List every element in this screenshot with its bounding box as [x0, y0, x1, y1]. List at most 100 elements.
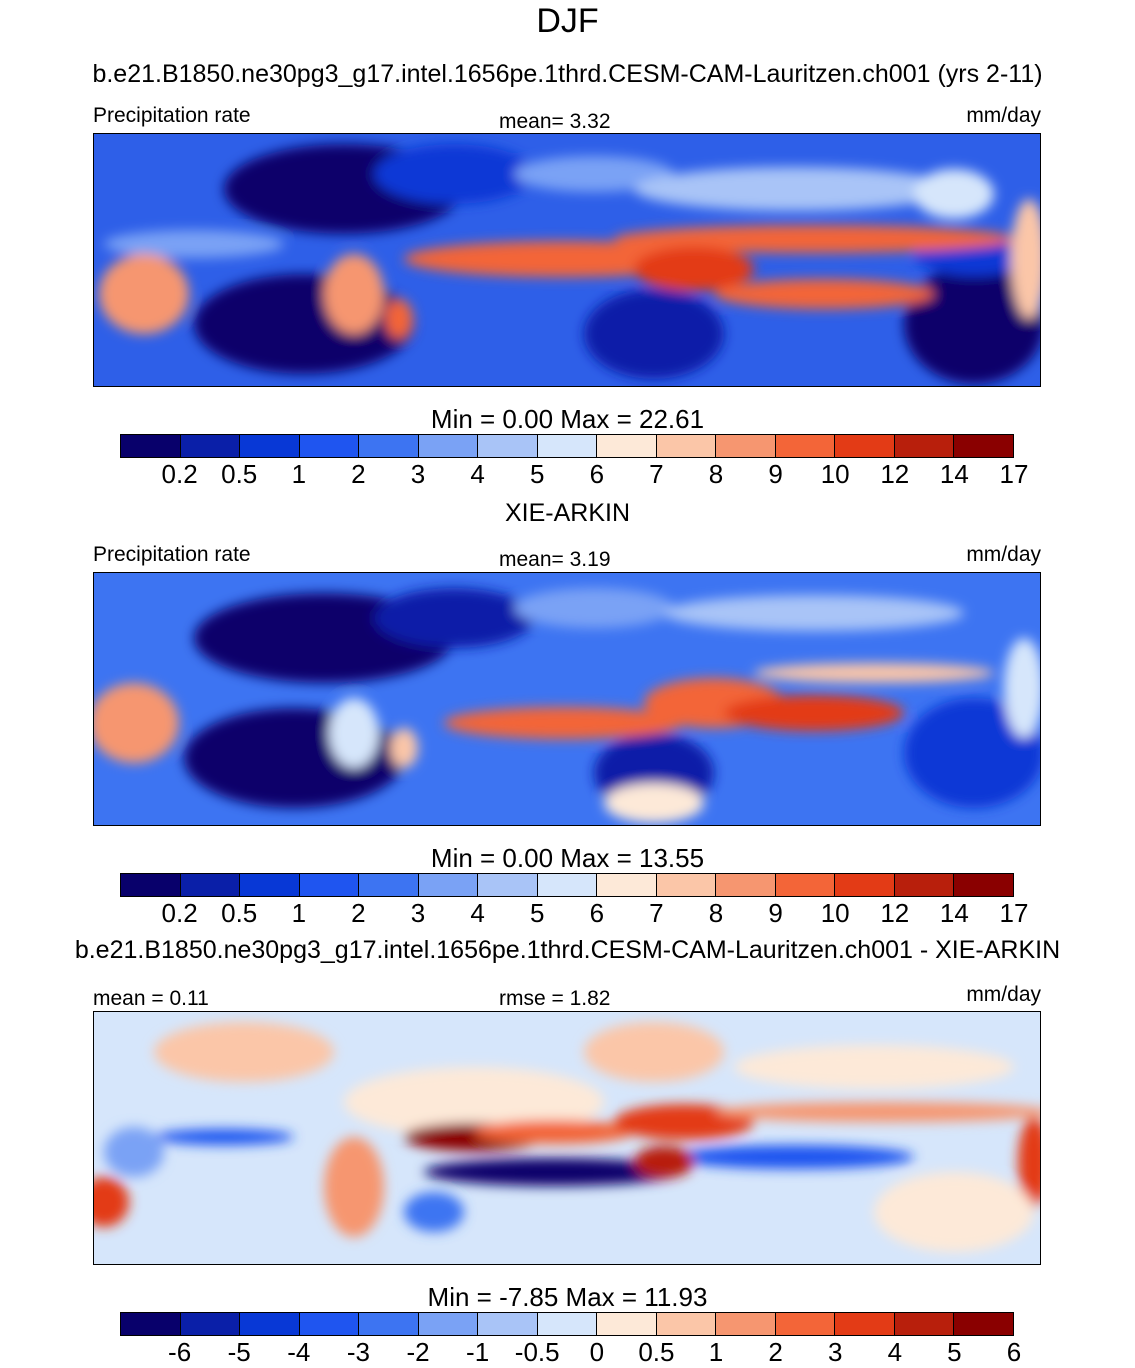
colorbar-swatch — [418, 1313, 479, 1335]
colorbar-tick-label: 1 — [291, 459, 307, 489]
panel-1-heading: b.e21.B1850.ne30pg3_g17.intel.1656pe.1th… — [92, 60, 1043, 88]
colorbar-swatch — [835, 874, 895, 896]
colorbar-swatch — [299, 435, 360, 457]
colorbar-swatch — [240, 435, 300, 457]
colorbar-tick-label: 0.2 — [161, 459, 198, 489]
colorbar-tick-label: 14 — [939, 898, 969, 928]
colorbar-tick-label: 0.5 — [221, 459, 258, 489]
panel-2-center-label: mean= 3.19 — [499, 548, 611, 571]
panel-2-colorbar — [120, 873, 1014, 897]
colorbar-swatch — [894, 1313, 955, 1335]
colorbar-tick-label: 3 — [410, 459, 426, 489]
colorbar-swatch — [299, 1313, 360, 1335]
colorbar-tick-label: -3 — [346, 1337, 370, 1367]
colorbar-tick-label: 17 — [999, 459, 1029, 489]
colorbar-swatch — [121, 1313, 181, 1335]
colorbar-swatch — [656, 1313, 717, 1335]
panel-1-minmax: Min = 0.00 Max = 22.61 — [430, 404, 705, 434]
panel-1-center-label: mean= 3.32 — [499, 110, 611, 133]
colorbar-tick-label: 8 — [708, 459, 724, 489]
panel-1-units-label: mm/day — [966, 104, 1041, 127]
colorbar-tick-label: 7 — [649, 459, 664, 489]
colorbar-tick-label: -6 — [168, 1337, 192, 1367]
colorbar-tick-label: -4 — [287, 1337, 311, 1367]
panel-3-colorbar — [120, 1312, 1014, 1336]
colorbar-tick-label: 3 — [410, 898, 426, 928]
colorbar-tick-label: 6 — [589, 459, 605, 489]
colorbar-tick-label: -0.5 — [514, 1337, 560, 1367]
panel-3-left-label: mean = 0.11 — [93, 987, 209, 1010]
colorbar-tick-label: 8 — [708, 898, 724, 928]
colorbar-swatch — [716, 1313, 776, 1335]
colorbar-swatch — [478, 874, 538, 896]
colorbar-swatch — [537, 874, 598, 896]
colorbar-swatch — [359, 1313, 419, 1335]
colorbar-swatch — [775, 1313, 836, 1335]
colorbar-tick-label: 1 — [291, 898, 307, 928]
colorbar-swatch — [597, 874, 657, 896]
panel-2-minmax: Min = 0.00 Max = 13.55 — [430, 843, 705, 873]
colorbar-tick-label: 0.2 — [161, 898, 198, 928]
colorbar-swatch — [418, 435, 479, 457]
colorbar-tick-label: 2 — [768, 1337, 783, 1367]
panel-1-map — [93, 133, 1041, 387]
colorbar-swatch — [954, 435, 1013, 457]
colorbar-tick-label: 9 — [768, 459, 783, 489]
panel-3-minmax: Min = -7.85 Max = 11.93 — [427, 1282, 708, 1312]
colorbar-tick-label: 6 — [589, 898, 605, 928]
panel-1-colorbar — [120, 434, 1014, 458]
colorbar-swatch — [537, 1313, 598, 1335]
colorbar-tick-label: 7 — [649, 898, 664, 928]
panel-2-left-label: Precipitation rate — [93, 543, 251, 566]
colorbar-swatch — [359, 435, 419, 457]
colorbar-tick-label: 5 — [947, 1337, 962, 1367]
colorbar-tick-label: 17 — [999, 898, 1029, 928]
colorbar-tick-label: 4 — [470, 459, 485, 489]
colorbar-swatch — [359, 874, 419, 896]
panel-2-heading: XIE-ARKIN — [504, 499, 631, 527]
panel-3-map — [93, 1011, 1041, 1265]
colorbar-swatch — [478, 435, 538, 457]
colorbar-tick-label: 1 — [708, 1337, 724, 1367]
colorbar-swatch — [121, 435, 181, 457]
panel-3-units-label: mm/day — [966, 983, 1041, 1006]
figure-title: DJF — [536, 2, 599, 40]
colorbar-swatch — [299, 874, 360, 896]
colorbar-swatch — [775, 435, 836, 457]
colorbar-swatch — [537, 435, 598, 457]
colorbar-tick-label: 6 — [1006, 1337, 1022, 1367]
colorbar-tick-label: -5 — [227, 1337, 251, 1367]
colorbar-swatch — [894, 435, 955, 457]
colorbar-tick-label: 10 — [820, 459, 850, 489]
colorbar-swatch — [597, 435, 657, 457]
colorbar-swatch — [180, 1313, 241, 1335]
colorbar-swatch — [656, 874, 717, 896]
colorbar-tick-label: 2 — [351, 898, 366, 928]
colorbar-tick-label: 5 — [529, 459, 545, 489]
colorbar-swatch — [180, 874, 241, 896]
colorbar-tick-label: 3 — [827, 1337, 843, 1367]
colorbar-swatch — [716, 874, 776, 896]
colorbar-swatch — [240, 874, 300, 896]
colorbar-swatch — [775, 874, 836, 896]
colorbar-swatch — [894, 874, 955, 896]
colorbar-swatch — [954, 874, 1013, 896]
colorbar-swatch — [835, 435, 895, 457]
colorbar-swatch — [835, 1313, 895, 1335]
colorbar-swatch — [180, 435, 241, 457]
colorbar-tick-label: 4 — [470, 898, 485, 928]
colorbar-tick-label: 5 — [529, 898, 545, 928]
colorbar-swatch — [240, 1313, 300, 1335]
colorbar-tick-label: -2 — [406, 1337, 430, 1367]
panel-2-units-label: mm/day — [966, 543, 1041, 566]
colorbar-tick-label: 12 — [880, 898, 910, 928]
colorbar-tick-label: 0.5 — [638, 1337, 675, 1367]
colorbar-swatch — [954, 1313, 1013, 1335]
panel-3-heading: b.e21.B1850.ne30pg3_g17.intel.1656pe.1th… — [74, 936, 1061, 964]
colorbar-tick-label: 9 — [768, 898, 783, 928]
colorbar-tick-label: 2 — [351, 459, 366, 489]
colorbar-tick-label: 0 — [589, 1337, 605, 1367]
colorbar-tick-label: 0.5 — [221, 898, 258, 928]
colorbar-swatch — [418, 874, 479, 896]
colorbar-swatch — [716, 435, 776, 457]
